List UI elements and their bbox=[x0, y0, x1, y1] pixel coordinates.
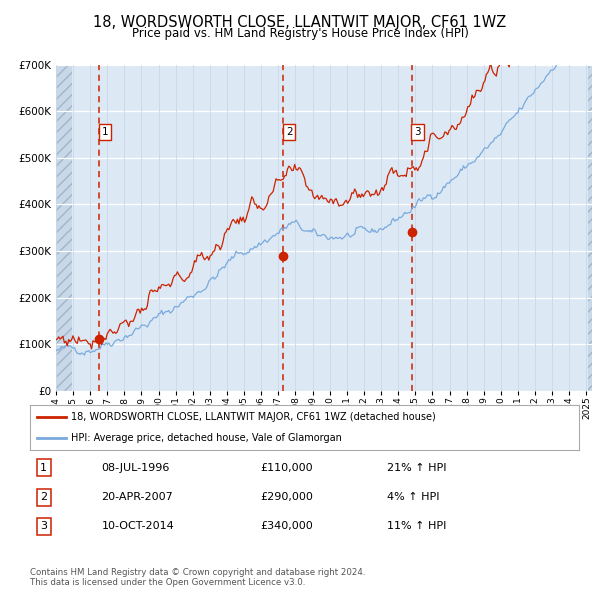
Text: 10-OCT-2014: 10-OCT-2014 bbox=[101, 522, 174, 532]
Text: 3: 3 bbox=[40, 522, 47, 532]
Text: 2: 2 bbox=[40, 492, 47, 502]
Text: 18, WORDSWORTH CLOSE, LLANTWIT MAJOR, CF61 1WZ (detached house): 18, WORDSWORTH CLOSE, LLANTWIT MAJOR, CF… bbox=[71, 412, 436, 421]
Text: 1: 1 bbox=[101, 127, 109, 137]
Text: 08-JUL-1996: 08-JUL-1996 bbox=[101, 463, 170, 473]
Text: £340,000: £340,000 bbox=[260, 522, 313, 532]
Text: 11% ↑ HPI: 11% ↑ HPI bbox=[387, 522, 446, 532]
Text: 3: 3 bbox=[414, 127, 421, 137]
Text: 21% ↑ HPI: 21% ↑ HPI bbox=[387, 463, 446, 473]
Text: £290,000: £290,000 bbox=[260, 492, 313, 502]
Text: 18, WORDSWORTH CLOSE, LLANTWIT MAJOR, CF61 1WZ: 18, WORDSWORTH CLOSE, LLANTWIT MAJOR, CF… bbox=[94, 15, 506, 30]
Text: 4% ↑ HPI: 4% ↑ HPI bbox=[387, 492, 439, 502]
Text: Contains HM Land Registry data © Crown copyright and database right 2024.
This d: Contains HM Land Registry data © Crown c… bbox=[30, 568, 365, 587]
Text: 1: 1 bbox=[40, 463, 47, 473]
Text: £110,000: £110,000 bbox=[260, 463, 313, 473]
Text: 2: 2 bbox=[286, 127, 292, 137]
Text: Price paid vs. HM Land Registry's House Price Index (HPI): Price paid vs. HM Land Registry's House … bbox=[131, 27, 469, 40]
Text: 20-APR-2007: 20-APR-2007 bbox=[101, 492, 173, 502]
Text: HPI: Average price, detached house, Vale of Glamorgan: HPI: Average price, detached house, Vale… bbox=[71, 433, 342, 443]
